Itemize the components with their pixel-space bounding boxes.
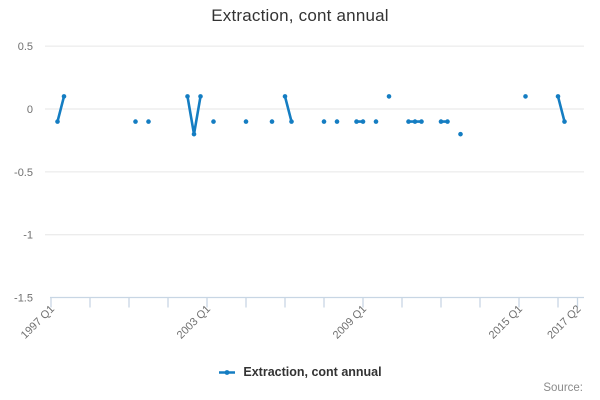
data-point-marker[interactable] (354, 119, 359, 124)
data-point-marker[interactable] (412, 119, 418, 124)
data-point-marker[interactable] (562, 119, 567, 124)
series-segment[interactable] (56, 95, 66, 123)
data-point-marker[interactable] (360, 119, 366, 124)
data-point-marker[interactable] (289, 119, 294, 124)
data-point-marker[interactable] (61, 94, 67, 99)
data-point-marker[interactable] (243, 119, 249, 124)
y-axis-label: -0.5 (14, 167, 33, 179)
data-point-marker[interactable] (269, 119, 275, 124)
y-axis-label: 0 (27, 104, 33, 116)
data-point-marker[interactable] (445, 119, 450, 124)
legend-item[interactable]: Extraction, cont annual (218, 365, 382, 379)
x-axis-tick-label: 2017 Q2 (545, 303, 583, 341)
data-point-marker[interactable] (523, 94, 528, 99)
data-point-marker[interactable] (458, 131, 463, 137)
series-segment[interactable] (283, 95, 293, 123)
data-point-marker[interactable] (406, 119, 411, 124)
data-point-marker[interactable] (321, 119, 327, 124)
legend-label: Extraction, cont annual (243, 365, 382, 379)
data-point-marker[interactable] (55, 119, 60, 124)
series-segment[interactable] (186, 95, 202, 136)
legend: Extraction, cont annual (0, 365, 600, 379)
chart-title: Extraction, cont annual (211, 6, 389, 25)
series-segment[interactable] (556, 95, 566, 123)
source-label: Source: (543, 382, 583, 394)
data-point-marker[interactable] (386, 94, 392, 99)
x-axis-tick-label: 2015 Q1 (487, 303, 525, 341)
data-point-marker[interactable] (198, 94, 203, 99)
data-point-marker[interactable] (419, 119, 424, 124)
data-point-marker[interactable] (133, 119, 138, 124)
x-axis-tick-label: 1997 Q1 (19, 303, 57, 341)
data-point-marker[interactable] (211, 119, 216, 124)
data-point-marker[interactable] (146, 119, 151, 124)
data-point-marker[interactable] (185, 94, 190, 99)
data-point-marker[interactable] (282, 94, 288, 99)
data-point-marker[interactable] (191, 131, 197, 137)
data-point-marker[interactable] (438, 119, 444, 124)
x-axis-tick-label: 2003 Q1 (175, 303, 213, 341)
data-point-marker[interactable] (373, 119, 379, 124)
y-axis-label: -1 (23, 230, 33, 242)
data-point-marker[interactable] (555, 94, 561, 99)
x-axis-tick-label: 2009 Q1 (331, 303, 369, 341)
y-axis-label: -1.5 (14, 293, 33, 305)
data-point-marker[interactable] (334, 119, 340, 124)
line-dot-icon (219, 369, 236, 375)
y-axis-label: 0.5 (18, 41, 33, 53)
